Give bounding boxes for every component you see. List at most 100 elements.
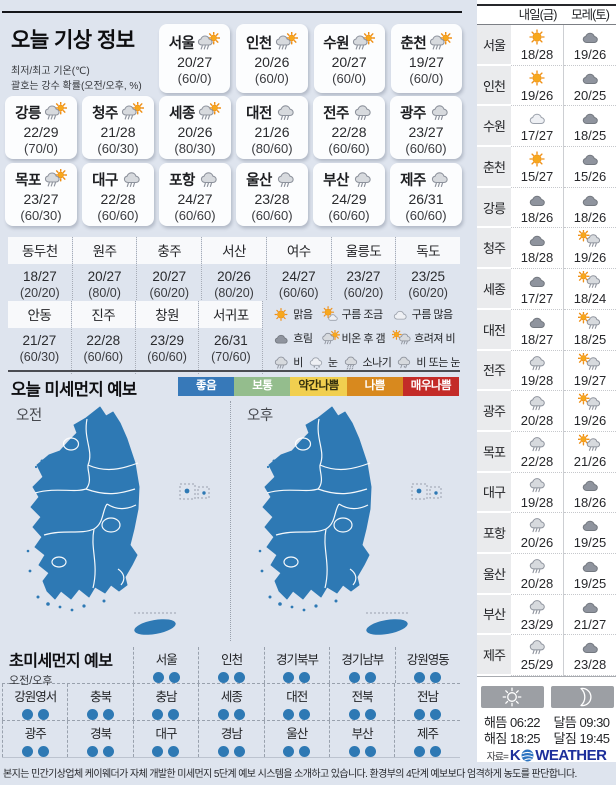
min-max-temp: 23/29 <box>520 616 554 632</box>
am-dust-dot <box>414 746 426 757</box>
city-weather-card: 대구 22/28 (60/60) <box>82 163 154 226</box>
city-name: 서귀포 <box>199 301 263 328</box>
city-name: 춘천 <box>477 147 511 188</box>
min-max-temp: 18/26 <box>573 494 607 510</box>
pm-dust-dot <box>168 709 180 720</box>
pm-dust-dot <box>299 709 311 720</box>
dust-level-dots <box>3 709 67 720</box>
dust-level-dots <box>330 709 394 720</box>
dayafter-forecast: 19/27 <box>564 351 616 392</box>
weather-icon <box>273 31 298 53</box>
weather-icon-legend: 맑음 구름 조금 구름 많음 흐림 비온 후 갬 흐려져 비 비 눈 소나기 비 또는 눈 <box>263 301 460 374</box>
legend-label: 맑음 <box>293 309 313 321</box>
section-divider <box>8 370 460 372</box>
sidebar-header-underline <box>477 24 616 25</box>
city-name: 대구 <box>477 472 511 514</box>
min-max-temp: 20/25 <box>573 87 607 103</box>
min-max-temp: 15/26 <box>573 169 607 185</box>
city-forecast-row: 청주 18/28 19/26 <box>477 228 616 270</box>
map-label-am: 오전 <box>16 408 42 424</box>
legend-label: 비온 후 갬 <box>341 333 386 345</box>
region-name: 인천 <box>221 653 243 667</box>
weather-icon <box>320 305 340 323</box>
min-max-temp: 23/28 <box>254 191 290 207</box>
tomorrow-forecast: 17/27 <box>511 106 564 148</box>
two-day-forecast-sidebar: 내일(금) 모레(토) 서울 18/28 19/26 인천 <box>477 0 616 764</box>
city-name: 안동 <box>8 301 71 328</box>
city-forecast-row: 전주 19/28 19/27 <box>477 350 616 392</box>
city-name: 수원 <box>477 106 511 148</box>
weather-icon <box>578 597 602 617</box>
dust-level-chip: 좋음 <box>178 377 235 396</box>
weather-icon <box>525 230 549 250</box>
main-weather-panel: 오늘 기상 정보 최저/최고 기온(℃) 괄호는 강수 확률(오전/오후, %)… <box>2 11 462 758</box>
city-weather-card: 전주 22/28 (60/60) <box>313 96 385 159</box>
region-dust-cell: 전북 <box>328 684 394 720</box>
pm-dust-dot <box>37 746 49 757</box>
min-max-temp: 20/28 <box>520 413 554 429</box>
rain-probability: (60/60) <box>328 141 370 156</box>
dust-level-dots <box>199 746 263 757</box>
extra-city-column: 독도 23/25 (60/20) <box>396 237 461 300</box>
extra-cities-table-row2: 안동 21/27 (60/30) 진주 22/28 (60/60) 창원 23/… <box>8 301 264 374</box>
city-name: 울릉도 <box>331 237 396 264</box>
am-dust-dot <box>87 746 99 757</box>
region-name: 광주 <box>24 727 47 741</box>
dayafter-forecast: 19/25 <box>564 513 616 554</box>
weather-icon <box>525 353 549 373</box>
min-max-temp: 23/27 <box>408 124 444 140</box>
region-name: 경북 <box>90 727 112 741</box>
legend-row: 흐림 비온 후 갬 흐려져 비 <box>271 326 460 350</box>
dayafter-forecast: 19/25 <box>564 554 616 595</box>
dust-level-dots <box>68 746 132 757</box>
sunset-time: 해짐 18:25 <box>483 731 541 746</box>
pm-dust-dot <box>234 672 246 683</box>
region-dust-cell: 제주 <box>394 721 459 757</box>
min-max-temp: 23/28 <box>573 657 607 673</box>
min-max-temp: 19/27 <box>573 372 607 388</box>
extra-cities-table-row1: 동두천 18/27 (20/20) 원주 20/27 (80/0) 충주 20/… <box>8 237 461 300</box>
min-max-temp: 19/27 <box>408 54 444 70</box>
region-dust-cell: 강원영서 <box>2 684 67 720</box>
min-max-temp: 25/29 <box>520 657 554 673</box>
legend-label: 소나기 <box>362 357 392 369</box>
city-name: 서울 <box>168 36 195 52</box>
pm-dust-dot <box>299 672 311 683</box>
dust-level-dots <box>265 746 329 757</box>
weather-icon <box>525 597 549 617</box>
bottom-hairline <box>2 757 460 758</box>
subtitle-rain-note: 괄호는 강수 확률(오전/오후, %) <box>11 81 142 92</box>
rain-probability: (60/60) <box>174 208 216 223</box>
min-max-temp: 19/25 <box>573 575 607 591</box>
min-max-temp: 21/26 <box>254 124 290 140</box>
city-name: 울산 <box>477 553 511 595</box>
tomorrow-forecast: 18/26 <box>511 187 564 229</box>
city-name: 포항 <box>477 513 511 554</box>
dust-level-dots <box>330 746 394 757</box>
min-max-temp: 23/27 <box>346 269 381 284</box>
weather-icon <box>525 637 549 657</box>
dayafter-forecast: 18/24 <box>564 269 616 310</box>
am-dust-dot <box>348 709 360 720</box>
legend-label: 흐림 <box>293 333 313 345</box>
pm-dust-dot <box>168 672 180 683</box>
am-dust-dot <box>283 746 295 757</box>
dust-level-legend: 좋음 보통 약간나쁨 나쁨 매우나쁨 <box>178 377 460 396</box>
min-max-temp: 20/26 <box>217 269 251 284</box>
city-weather-card: 부산 24/29 (60/60) <box>313 163 385 226</box>
city-name: 전주 <box>477 350 511 392</box>
legend-row: 비 눈 소나기 비 또는 눈 <box>271 350 460 374</box>
legend-label: 구름 많음 <box>411 309 454 321</box>
weather-icon <box>525 556 549 576</box>
ultrafine-cells: 서울 인천 경기북부 경기남부 <box>133 647 460 683</box>
weather-icon <box>320 329 340 347</box>
city-weather-card: 대전 21/26 (80/60) <box>236 96 308 159</box>
top-rule <box>2 11 462 13</box>
city-weather-card: 제주 26/31 (60/60) <box>390 163 462 226</box>
dust-level-dots <box>265 709 329 720</box>
extra-city-column: 서산 20/26 (80/20) <box>202 237 267 300</box>
city-name: 강릉 <box>15 106 41 122</box>
city-forecast-row: 수원 17/27 18/25 <box>477 106 616 148</box>
city-name: 충주 <box>137 237 202 264</box>
weather-icon <box>578 515 602 535</box>
